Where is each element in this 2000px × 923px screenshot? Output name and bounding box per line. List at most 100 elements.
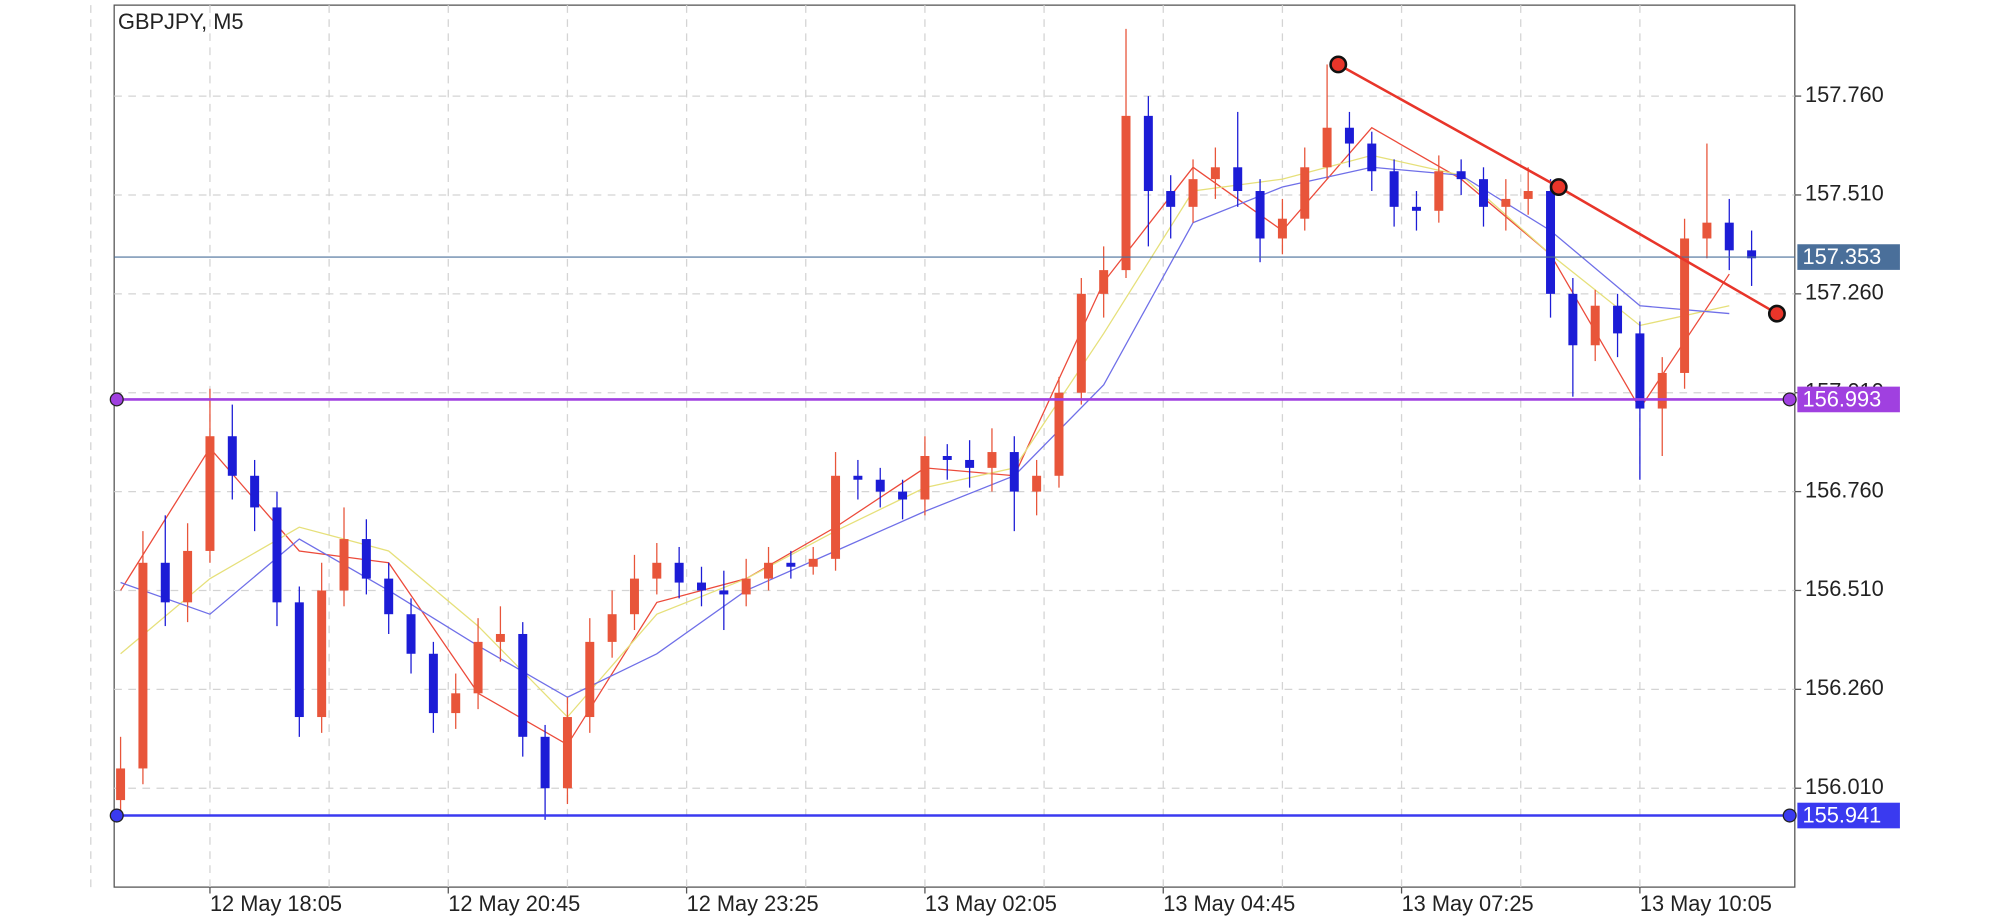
candle-body [116, 768, 126, 801]
candle-body [183, 550, 193, 603]
trend-point [1767, 304, 1786, 323]
x-tick-label: 13 May 10:05 [1640, 891, 1772, 916]
candle-body [764, 562, 774, 579]
x-tick-label: 13 May 04:45 [1163, 891, 1295, 916]
candle-body [138, 562, 148, 769]
candle-body [1099, 270, 1109, 294]
candle-body [1568, 293, 1578, 346]
candle-body [831, 475, 841, 559]
price-tag-label: 156.993 [1802, 386, 1881, 411]
price-tag-label: 155.941 [1802, 803, 1881, 828]
candle-body [629, 578, 639, 615]
candle-body [1367, 143, 1377, 172]
x-tick-label: 13 May 02:05 [925, 891, 1057, 916]
candle-body [1143, 115, 1153, 192]
trend-point [1549, 178, 1568, 197]
candle-body [987, 452, 997, 468]
candle-body [585, 641, 595, 718]
candle-body [1501, 198, 1511, 207]
candle-body [495, 633, 505, 642]
candle-body [1166, 191, 1176, 207]
candle-body [741, 578, 751, 595]
candle-body [719, 590, 729, 595]
candle-body [674, 562, 684, 583]
candle-body [1389, 171, 1399, 207]
y-tick-label: 157.260 [1805, 280, 1884, 305]
candle-body [1411, 206, 1421, 211]
candle-body [451, 693, 461, 714]
y-tick-label: 156.010 [1805, 774, 1884, 799]
candle-body [853, 475, 863, 480]
candle-body [1210, 167, 1220, 180]
candle-body [250, 475, 260, 508]
candle-body [652, 562, 662, 579]
candle-body [1188, 179, 1198, 207]
candle-body [1657, 372, 1667, 409]
candle-body [1322, 127, 1332, 168]
x-tick-label: 12 May 20:45 [448, 891, 580, 916]
candle-body [1076, 293, 1086, 393]
candle-body [920, 456, 930, 500]
candle-body [1009, 452, 1019, 492]
plot-frame [113, 4, 1796, 888]
candle-body [965, 459, 975, 468]
candle-body [317, 590, 327, 718]
candle-body [1233, 167, 1243, 192]
candle-body [1434, 171, 1444, 211]
chart-title: GBPJPY, M5 [118, 9, 244, 34]
y-tick-label: 156.510 [1805, 576, 1884, 601]
candle-body [361, 539, 371, 579]
candle-body [607, 614, 617, 642]
candle-body [294, 602, 304, 718]
x-tick-label: 12 May 23:25 [687, 891, 819, 916]
level-handle [109, 392, 124, 407]
candle-body [540, 736, 550, 789]
candle-body [1456, 171, 1466, 180]
y-tick-label: 157.760 [1805, 82, 1884, 107]
candle-body [227, 436, 237, 476]
candle-body [786, 562, 796, 567]
x-tick-label: 12 May 18:05 [210, 891, 342, 916]
level-handle [1782, 392, 1797, 407]
candle-body [1590, 305, 1600, 346]
candle-body [160, 562, 170, 603]
candle-body [406, 614, 416, 654]
candle-body [1613, 305, 1623, 334]
candle-body [518, 633, 528, 737]
candle-body [1635, 333, 1645, 409]
candle-body [1121, 115, 1131, 271]
y-tick-label: 156.260 [1805, 675, 1884, 700]
candle-body [875, 479, 885, 492]
candle-body [473, 641, 483, 694]
candle-body [942, 456, 952, 460]
candle-body [205, 436, 215, 551]
candle-body [808, 558, 818, 567]
y-tick-label: 157.510 [1805, 181, 1884, 206]
candle-body [1523, 191, 1533, 199]
candle-body [428, 653, 438, 714]
candle-body [1300, 167, 1310, 219]
candle-body [272, 507, 282, 603]
level-handle [109, 808, 124, 823]
candle-body [697, 582, 706, 591]
candle-body [1747, 250, 1757, 259]
x-tick-label: 13 May 07:25 [1402, 891, 1534, 916]
candle-body [1680, 238, 1690, 373]
candle-body [384, 578, 394, 615]
price-tag [1797, 386, 1900, 413]
candle-body [1277, 218, 1287, 239]
level-handle [1782, 808, 1797, 823]
candle-body [1344, 127, 1354, 144]
candle-body [898, 491, 908, 500]
candle-body [1054, 392, 1064, 476]
price-tag [1797, 802, 1900, 829]
trend-point [1329, 55, 1348, 74]
candle-body [1479, 179, 1488, 207]
candle-body [1546, 191, 1556, 294]
candle-body [1032, 475, 1042, 492]
price-tag-label: 157.353 [1802, 244, 1881, 269]
candle-body [1702, 222, 1712, 239]
candle-body [339, 539, 349, 591]
